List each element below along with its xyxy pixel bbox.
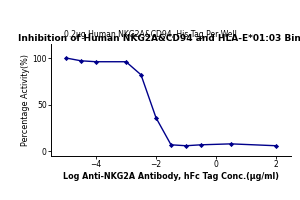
Point <box>94 60 98 63</box>
Point <box>64 56 68 60</box>
Point <box>169 143 173 146</box>
X-axis label: Log Anti-NKG2A Antibody, hFc Tag Conc.(μg/ml): Log Anti-NKG2A Antibody, hFc Tag Conc.(μ… <box>63 172 279 181</box>
Text: 0.2μg Human NKG2A&CD94, His Tag Per Well: 0.2μg Human NKG2A&CD94, His Tag Per Well <box>64 30 236 39</box>
Point <box>229 142 233 145</box>
Point <box>79 59 83 62</box>
Point <box>199 143 203 146</box>
Point <box>184 144 188 147</box>
Point <box>139 73 143 76</box>
Point <box>274 144 278 147</box>
Title: Inhibition of Human NKG2A&CD94 and HLA-E*01:03 Binding: Inhibition of Human NKG2A&CD94 and HLA-E… <box>18 34 300 43</box>
Y-axis label: Percentage Activity(%): Percentage Activity(%) <box>21 54 30 146</box>
Point <box>124 60 128 63</box>
Point <box>154 116 158 119</box>
